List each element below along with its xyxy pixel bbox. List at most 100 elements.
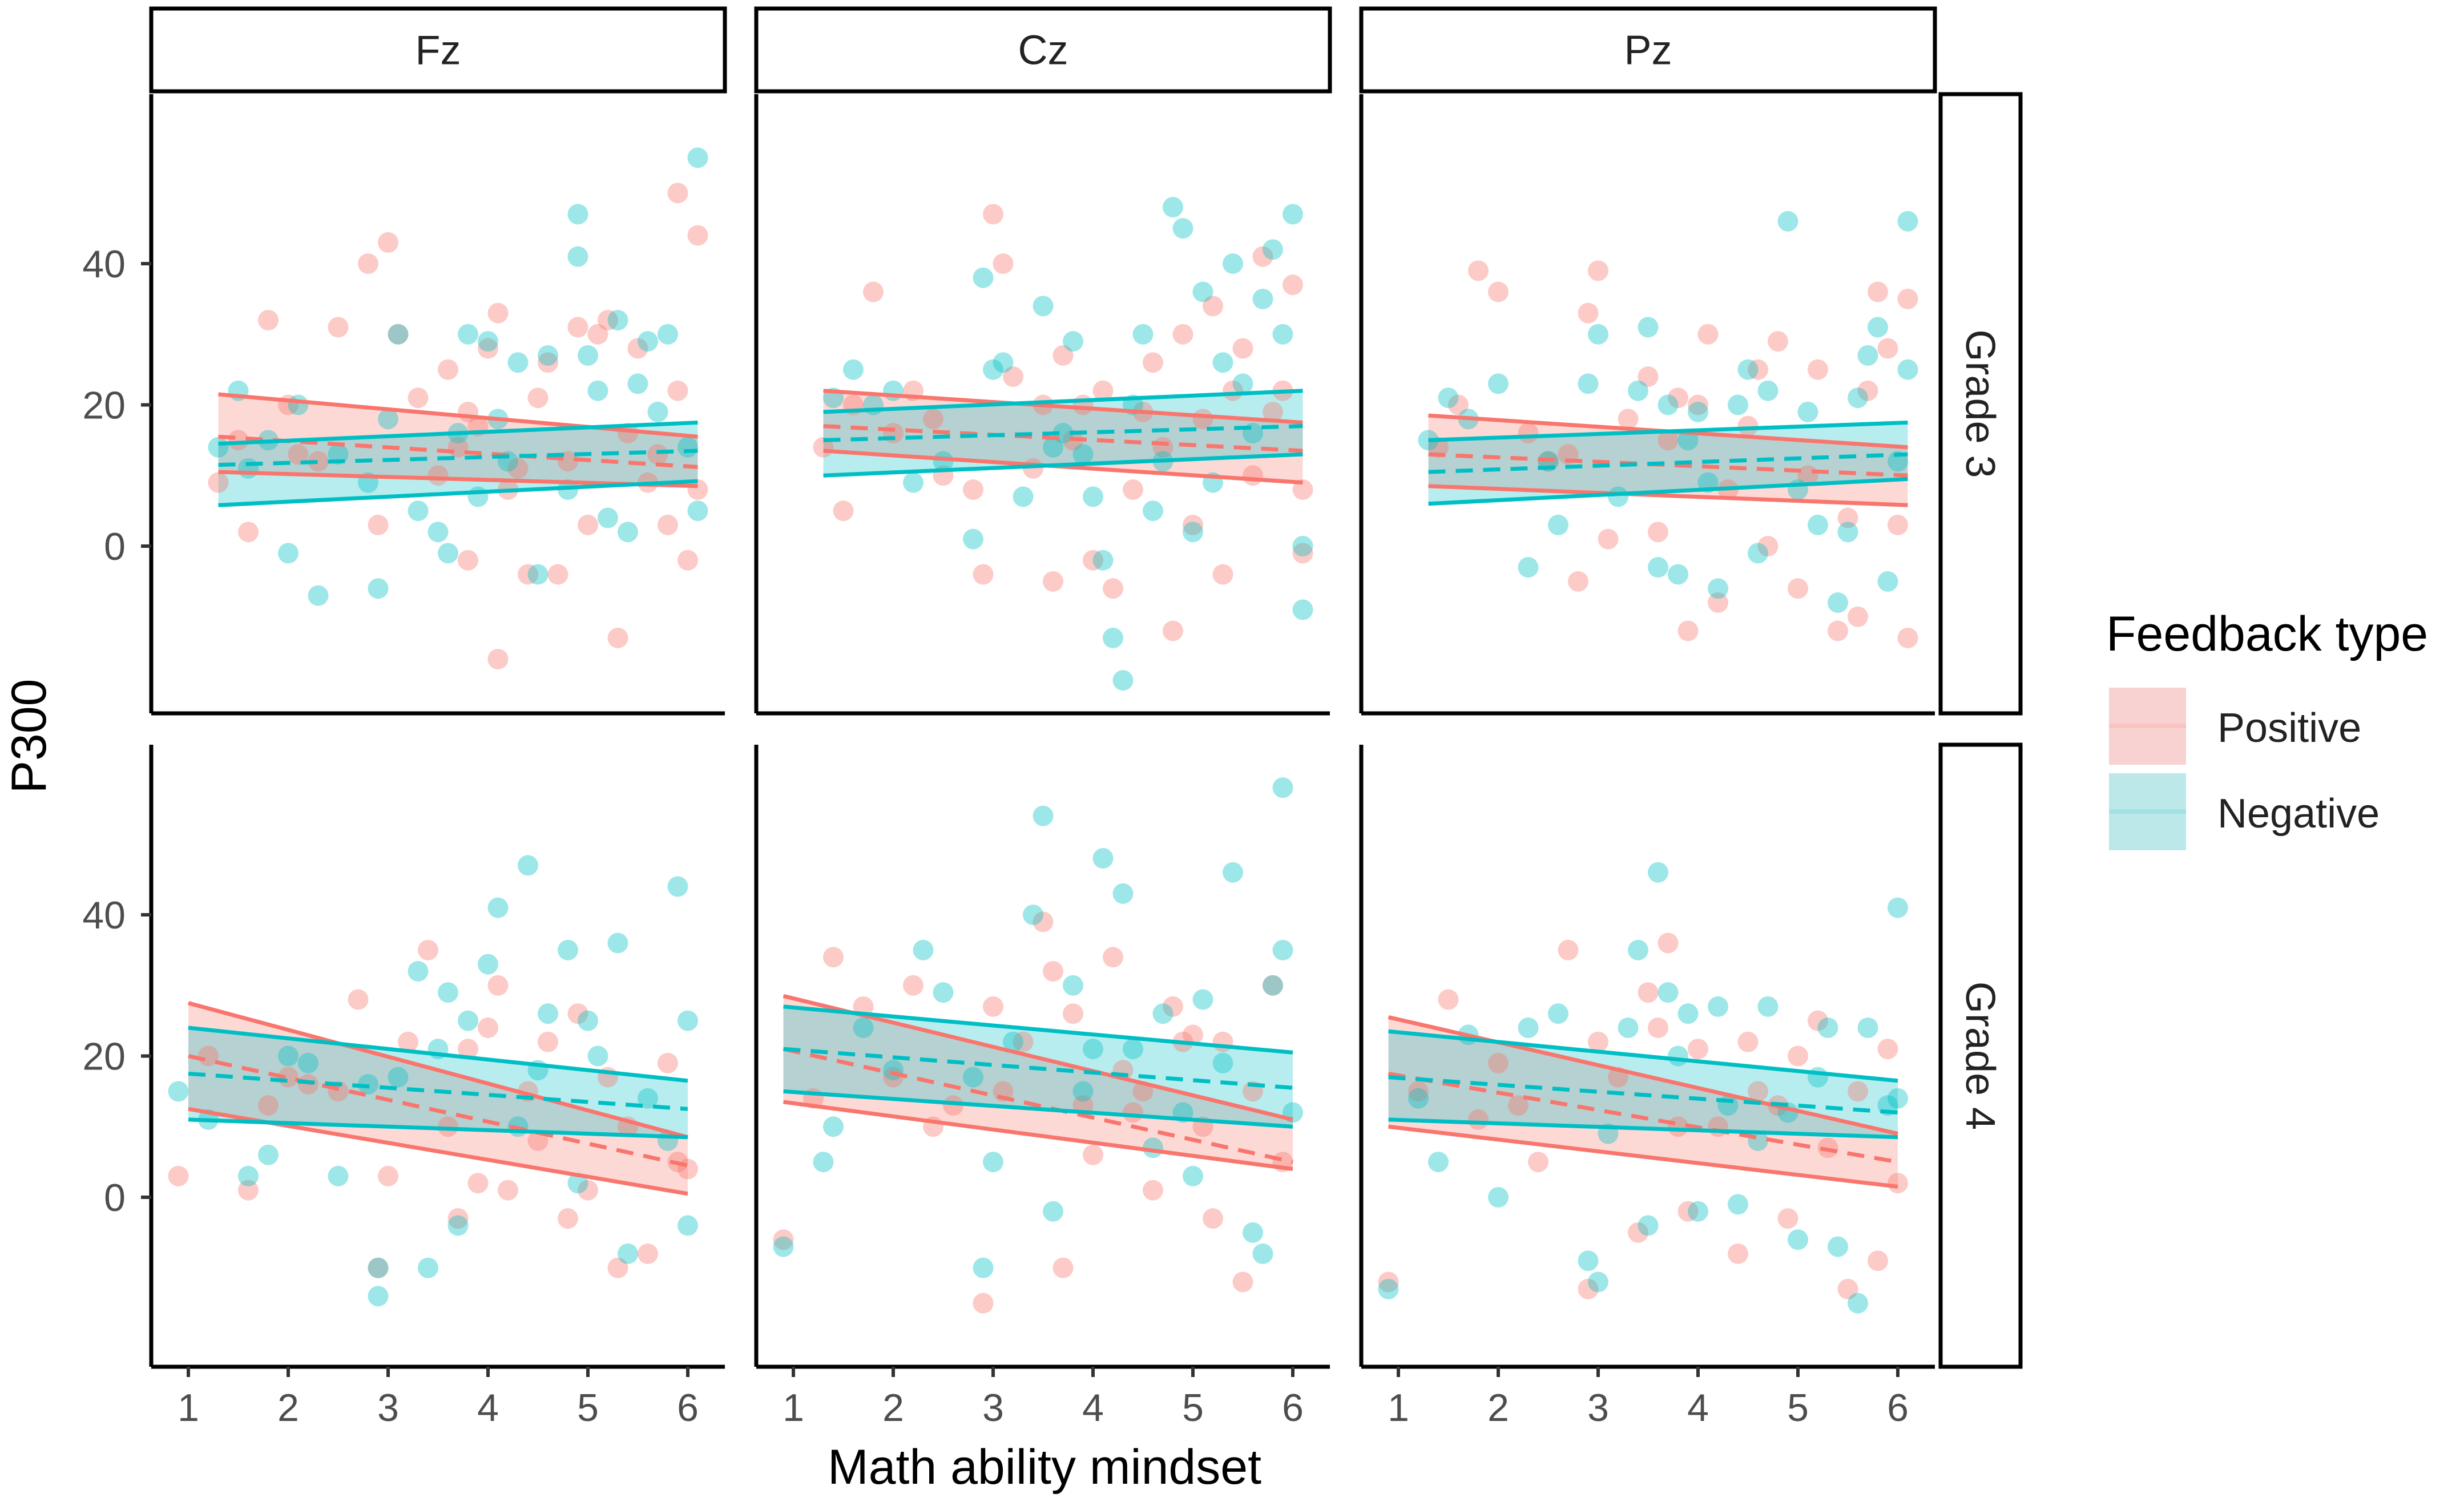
ci-upper-line-negative (1388, 1029, 1898, 1083)
data-point-negative (447, 1215, 469, 1236)
data-point-negative (618, 522, 638, 543)
data-point-positive (1263, 401, 1283, 422)
data-point-negative (678, 1010, 698, 1031)
strip-box (149, 6, 727, 94)
data-point-positive (458, 550, 478, 571)
data-point-negative (1848, 387, 1868, 409)
x-tick-label: 5 (577, 1386, 599, 1430)
data-point-positive (1897, 288, 1918, 309)
data-point-negative (678, 1215, 698, 1236)
data-point-negative (1548, 1003, 1568, 1024)
data-point-negative (1092, 550, 1114, 571)
y-axis-title: P300 (2, 679, 57, 794)
data-point-negative (863, 394, 884, 415)
data-point-negative (1192, 989, 1213, 1010)
data-point-negative (618, 1243, 638, 1264)
data-point-positive (208, 472, 229, 493)
fit-line-positive (783, 1047, 1293, 1164)
strip-label: Pz (1624, 28, 1672, 74)
data-point-negative (883, 1060, 904, 1081)
data-point-negative (773, 1236, 794, 1257)
data-point-positive (1728, 1243, 1748, 1264)
strip-fz: Fz (149, 6, 727, 94)
fit-line-positive (823, 424, 1303, 453)
data-point-negative (1072, 1081, 1094, 1102)
data-point-negative (973, 1257, 994, 1278)
data-point-positive (883, 1067, 904, 1088)
x-tick-label: 3 (1587, 1386, 1609, 1430)
data-point-positive (388, 324, 409, 345)
data-point-negative (1897, 359, 1918, 380)
data-point-positive (238, 1180, 259, 1201)
data-point-positive (1083, 1144, 1103, 1165)
data-point-negative (487, 897, 509, 918)
data-point-positive (1868, 281, 1888, 302)
data-point-negative (1223, 862, 1243, 883)
data-point-negative (1272, 939, 1293, 960)
data-point-negative (1428, 1152, 1449, 1173)
data-point-negative (558, 939, 578, 960)
data-point-negative (1152, 1003, 1173, 1024)
data-point-positive (923, 409, 943, 430)
data-point-negative (1578, 1250, 1599, 1271)
data-point-positive (1438, 989, 1459, 1010)
data-point-negative (638, 331, 658, 352)
data-point-positive (1013, 1031, 1034, 1052)
data-point-positive (368, 514, 389, 535)
data-point-positive (1748, 359, 1768, 380)
ci-upper-line-negative (1428, 420, 1908, 442)
data-point-positive (1828, 620, 1848, 641)
legend: Feedback type Positive Negative (2106, 607, 2428, 850)
data-point-positive (348, 989, 369, 1010)
data-point-positive (1143, 1180, 1163, 1201)
data-point-negative (1072, 444, 1094, 465)
data-point-negative (1143, 500, 1163, 522)
panels-layer (168, 147, 1918, 1314)
data-point-positive (1658, 932, 1679, 954)
data-point-positive (1283, 274, 1303, 296)
data-point-negative (418, 1257, 438, 1278)
strip-cz: Cz (754, 6, 1332, 94)
data-point-negative (208, 437, 229, 458)
data-point-negative (1232, 373, 1253, 394)
y-tick-label: 20 (82, 1035, 126, 1079)
data-point-positive (1203, 1208, 1223, 1229)
x-tick-label: 2 (882, 1386, 904, 1430)
data-point-negative (933, 982, 954, 1003)
data-point-positive (1212, 564, 1233, 585)
data-point-positive (1468, 1109, 1489, 1130)
data-point-negative (1043, 1201, 1063, 1222)
data-point-positive (1588, 260, 1608, 281)
data-point-negative (687, 147, 708, 168)
y-tick-label: 0 (104, 525, 126, 568)
x-axis-title: Math ability mindset (828, 1440, 1261, 1495)
data-point-negative (1728, 1194, 1748, 1215)
data-point-negative (1638, 317, 1659, 338)
axes-layer: 0 20 40 0 20 40 1 2 3 4 5 6 1 2 3 4 5 6 1 2 3 4 5 6 (82, 94, 1935, 1430)
data-point-positive (438, 1116, 458, 1137)
data-point-positive (1888, 514, 1908, 535)
data-point-positive (1837, 1278, 1858, 1299)
data-point-negative (458, 1010, 478, 1031)
x-tick-label: 4 (477, 1386, 499, 1430)
data-point-positive (518, 564, 538, 585)
data-point-negative (1272, 777, 1293, 798)
data-point-positive (1103, 578, 1123, 599)
data-point-positive (1658, 430, 1679, 451)
ci-lower-line-negative (783, 1089, 1293, 1129)
data-point-positive (1448, 394, 1469, 415)
data-point-positive (418, 939, 438, 960)
strip-box (754, 6, 1332, 94)
data-point-positive (983, 204, 1003, 225)
data-point-positive (1688, 394, 1708, 415)
strip-pz: Pz (1359, 6, 1937, 94)
data-point-negative (1817, 1018, 1838, 1038)
data-point-negative (298, 1052, 318, 1073)
ci-ribbon-positive (783, 996, 1293, 1169)
data-point-negative (1728, 394, 1748, 415)
data-point-negative (1112, 670, 1134, 691)
data-point-positive (1757, 536, 1779, 556)
x-tick-label: 6 (1887, 1386, 1909, 1430)
x-tick-label: 4 (1687, 1386, 1709, 1430)
ci-lower-line-negative (823, 452, 1303, 478)
